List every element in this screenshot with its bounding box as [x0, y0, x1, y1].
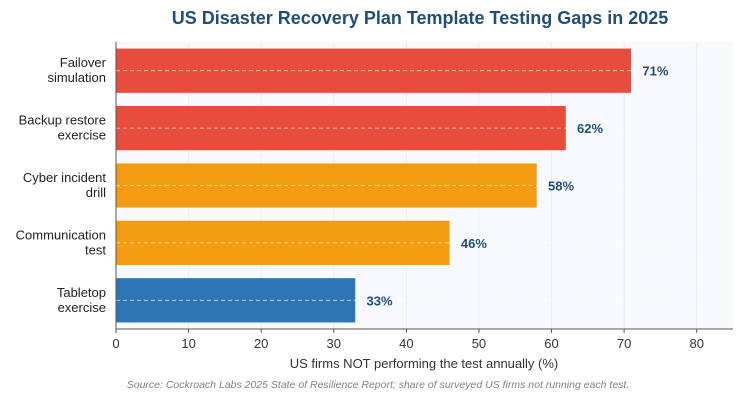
value-label-0: 71%: [642, 64, 668, 79]
x-tick-label-4: 40: [399, 336, 413, 351]
x-tick-label-0: 0: [112, 336, 119, 351]
value-label-4: 33%: [367, 293, 393, 308]
category-label-2: Cyber incident drill: [23, 170, 106, 200]
source-note: Source: Cockroach Labs 2025 State of Res…: [127, 379, 630, 391]
bars: 71% 62% 58% 46% 33%: [115, 48, 733, 323]
category-label-3: Communication test: [16, 227, 107, 257]
axes: Failover simulation Backup restore exercise…: [16, 42, 733, 351]
x-tick-label-7: 70: [617, 336, 631, 351]
value-label-2: 58%: [548, 179, 574, 194]
value-label-3: 46%: [461, 236, 487, 251]
category-label-1: Backup restore exercise: [19, 113, 106, 143]
x-tick-label-8: 80: [689, 336, 703, 351]
value-label-1: 62%: [577, 121, 603, 136]
x-tick-label-3: 30: [327, 336, 341, 351]
x-tick-label-2: 20: [254, 336, 268, 351]
x-tick-label-5: 50: [472, 336, 486, 351]
x-tick-label-6: 60: [544, 336, 558, 351]
x-tick-label-1: 10: [181, 336, 195, 351]
category-label-4: Tabletop exercise: [57, 285, 106, 315]
chart-title: US Disaster Recovery Plan Template Testi…: [172, 8, 669, 28]
category-label-0: Failover simulation: [47, 55, 106, 85]
x-axis-title: US firms NOT performing the test annuall…: [290, 356, 559, 371]
bar-3: [115, 220, 451, 266]
